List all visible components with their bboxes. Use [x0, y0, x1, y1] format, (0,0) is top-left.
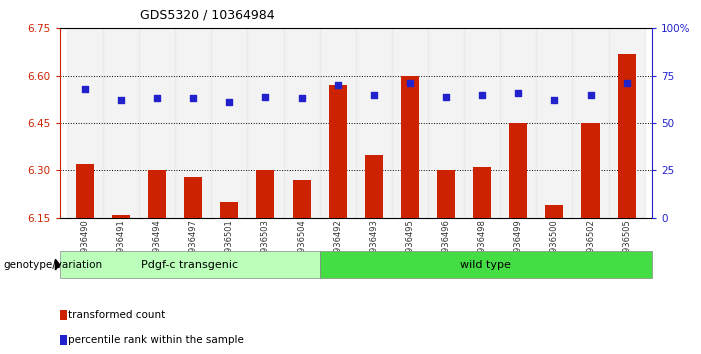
Bar	[67, 28, 103, 218]
Point	[512, 90, 524, 96]
Text: GDS5320 / 10364984: GDS5320 / 10364984	[140, 9, 275, 22]
Point	[440, 94, 451, 99]
Text: genotype/variation: genotype/variation	[4, 259, 102, 270]
Bar	[175, 28, 211, 218]
Bar	[428, 28, 464, 218]
Bar	[184, 177, 203, 218]
Point	[188, 96, 199, 101]
Bar	[608, 28, 645, 218]
Bar	[103, 28, 139, 218]
Bar	[545, 205, 564, 218]
Bar	[365, 155, 383, 218]
Bar	[573, 28, 608, 218]
Bar	[392, 28, 428, 218]
Point	[79, 86, 90, 92]
Bar	[112, 215, 130, 218]
Bar	[211, 28, 247, 218]
Bar	[473, 167, 491, 218]
Text: transformed count: transformed count	[68, 310, 165, 320]
Bar	[536, 28, 573, 218]
Point	[224, 99, 235, 105]
Bar	[257, 170, 275, 218]
Bar	[437, 170, 455, 218]
Bar	[464, 28, 501, 218]
Bar	[509, 123, 527, 218]
Bar	[220, 202, 238, 218]
Point	[116, 97, 127, 103]
Bar	[329, 85, 347, 218]
Point	[549, 97, 560, 103]
Text: percentile rank within the sample: percentile rank within the sample	[68, 335, 244, 345]
Point	[477, 92, 488, 97]
Bar	[247, 28, 283, 218]
Text: Pdgf-c transgenic: Pdgf-c transgenic	[141, 259, 238, 270]
Point	[585, 92, 596, 97]
Bar	[582, 123, 599, 218]
Text: wild type: wild type	[461, 259, 511, 270]
Bar	[76, 164, 94, 218]
Point	[368, 92, 379, 97]
Point	[260, 94, 271, 99]
Point	[404, 80, 416, 86]
Point	[621, 80, 632, 86]
Bar	[292, 180, 311, 218]
Bar	[283, 28, 320, 218]
Bar	[401, 76, 419, 218]
Point	[151, 96, 163, 101]
Point	[296, 96, 307, 101]
Bar	[139, 28, 175, 218]
Bar	[618, 53, 636, 218]
Bar	[501, 28, 536, 218]
Bar	[355, 28, 392, 218]
Bar	[320, 28, 355, 218]
Point	[332, 82, 343, 88]
Bar	[148, 170, 166, 218]
